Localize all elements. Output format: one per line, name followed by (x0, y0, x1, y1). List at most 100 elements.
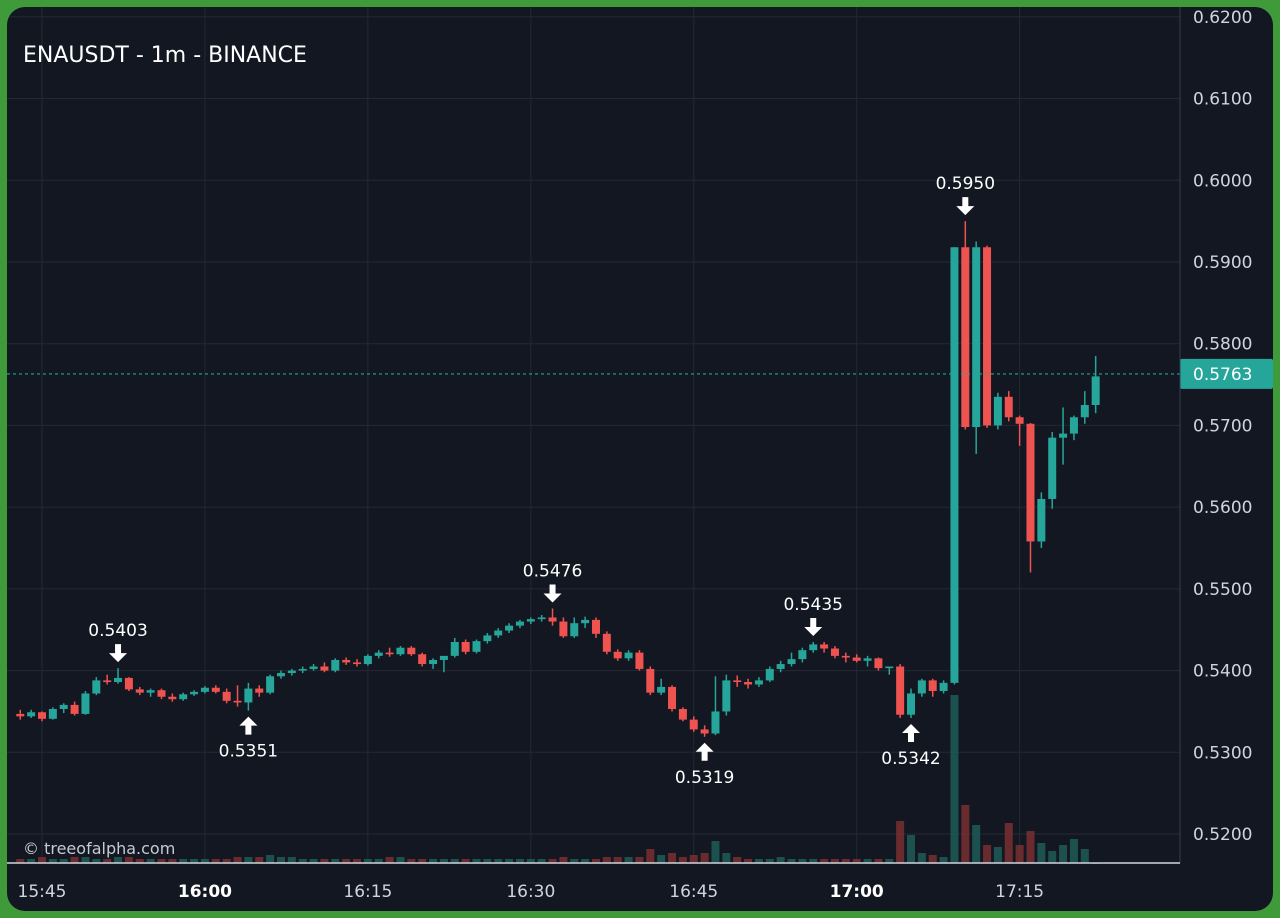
chart-panel: 0.5763 0.5403 0.5351 0.5476 0.5319 0.5435 0.5… (7, 7, 1273, 911)
x-axis[interactable]: 15:45 16:00 16:15 16:30 16:45 17:00 17:15 (7, 862, 1180, 902)
candle-body (863, 658, 872, 661)
volume-bar (548, 859, 557, 863)
candle-body (472, 641, 481, 652)
candle-body (570, 623, 579, 637)
candle-body (200, 687, 209, 692)
annotation: 0.5435 (783, 595, 843, 636)
candle-body (852, 657, 861, 661)
candle-body (483, 635, 492, 642)
current-price-line: 0.5763 (7, 358, 1273, 389)
volume-bar (59, 859, 68, 863)
volume-bar (917, 853, 926, 863)
volume-bar (591, 859, 600, 863)
volume-bar (179, 859, 188, 863)
volume-bar (581, 859, 590, 863)
volume-bar (331, 859, 340, 863)
candle-body (211, 687, 220, 692)
x-tick-label: 16:30 (506, 882, 555, 902)
volume-bar (48, 859, 57, 863)
candle-body (92, 680, 101, 694)
candlestick-chart[interactable]: 0.5763 0.54030.53510.54760.53190.54350.5… (7, 7, 1273, 911)
candle-body (613, 651, 622, 659)
y-axis[interactable]: 0.6200 0.6100 0.6000 0.5900 0.5800 0.5700 0.56… (1179, 7, 1252, 863)
volume-bar (635, 857, 644, 863)
candle-body (276, 673, 285, 677)
candle-body (1091, 376, 1100, 405)
volume-bar (92, 859, 101, 863)
volume-bar (798, 859, 807, 863)
volume-bar (744, 859, 753, 863)
candle-body (1059, 433, 1068, 438)
volume-bar (27, 859, 36, 863)
down-arrow-icon (804, 617, 823, 636)
chart-title: ENAUSDT - 1m - BINANCE (23, 43, 307, 68)
volume-bar (526, 859, 535, 863)
candle-body (700, 729, 709, 734)
volume-bar (809, 859, 818, 863)
candle-body (830, 648, 839, 656)
candle-body (950, 247, 959, 683)
volume-bar (342, 859, 351, 863)
candle-body (70, 704, 79, 714)
volume-bar (276, 857, 285, 863)
candle-body (515, 621, 524, 626)
current-price-label: 0.5763 (1193, 365, 1252, 385)
volume-bar (928, 855, 937, 863)
annotation-label: 0.5950 (936, 174, 995, 194)
candle-body (993, 396, 1002, 426)
y-tick-label: 0.5500 (1193, 580, 1252, 600)
candle-body (331, 659, 340, 671)
volume-bar (114, 857, 123, 863)
volume-bar (787, 859, 796, 863)
volume-bar (776, 857, 785, 863)
volume-bar (613, 857, 622, 863)
volume-bar (483, 859, 492, 863)
x-tick-label: 16:15 (343, 882, 392, 902)
candle-body (744, 682, 753, 685)
volume-bar (765, 859, 774, 863)
candle-body (59, 704, 68, 709)
volume-bar (287, 857, 296, 863)
y-tick-label: 0.5200 (1193, 825, 1252, 845)
volume-bar (222, 859, 231, 863)
volume-bar (233, 857, 242, 863)
up-arrow-icon (695, 742, 714, 761)
volume-bar (602, 857, 611, 863)
volume-bar (646, 849, 655, 863)
candle-body (678, 708, 687, 720)
annotation: 0.5403 (88, 621, 148, 663)
volume-bar (993, 847, 1002, 863)
candle-body (16, 713, 25, 717)
candle-body (787, 659, 796, 665)
volume-bar (820, 859, 829, 863)
up-arrow-icon (239, 716, 258, 735)
volume-bar (70, 857, 79, 863)
y-tick-label: 0.5600 (1193, 498, 1252, 518)
volume-bars (16, 695, 1100, 864)
candle-body (635, 652, 644, 669)
volume-bar (38, 857, 46, 863)
volume-bar (396, 857, 405, 863)
volume-bar (678, 857, 687, 863)
volume-bar (103, 859, 112, 863)
x-tick-label: 17:15 (995, 882, 1044, 902)
volume-bar (950, 695, 959, 863)
y-tick-label: 0.5800 (1193, 335, 1252, 355)
volume-bar (472, 859, 481, 863)
y-tick-label: 0.5700 (1193, 416, 1252, 436)
y-tick-label: 0.5400 (1193, 662, 1252, 682)
annotation-label: 0.5476 (523, 561, 582, 581)
volume-bar (961, 805, 970, 863)
candle-body (1037, 498, 1046, 542)
candle-body (1080, 404, 1089, 418)
volume-bar (700, 853, 709, 863)
candle-body (429, 659, 438, 665)
candle-body (505, 625, 514, 631)
volume-bar (505, 859, 514, 863)
annotation-label: 0.5435 (783, 595, 842, 615)
candle-body (646, 668, 655, 693)
candle-body (983, 247, 992, 426)
candle-body (765, 668, 774, 681)
candle-body (418, 654, 427, 665)
candle-body (363, 655, 372, 665)
